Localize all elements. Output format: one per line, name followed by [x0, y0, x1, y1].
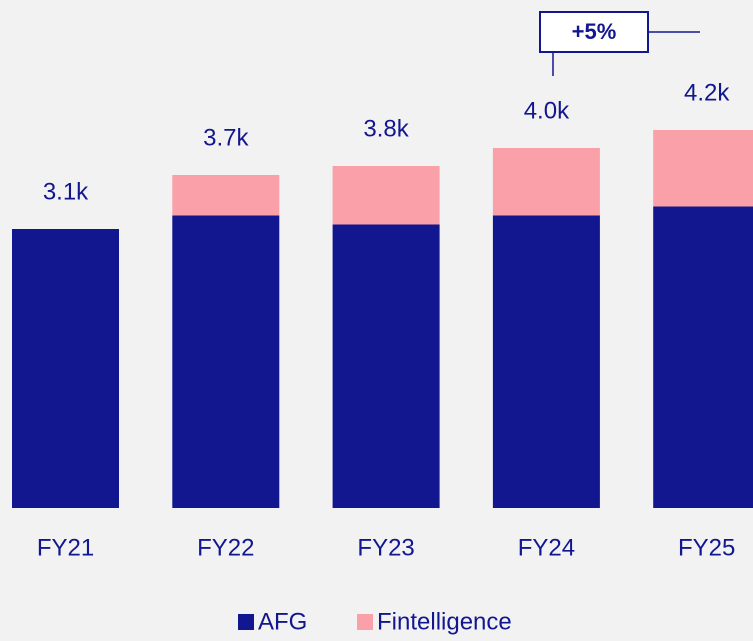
total-label: 3.8k	[363, 115, 409, 142]
x-tick-label: FY23	[357, 534, 414, 561]
bar-segment	[172, 215, 280, 508]
bar-segment	[492, 148, 600, 216]
total-label: 4.0k	[524, 97, 570, 124]
total-label: 3.7k	[203, 124, 249, 151]
annotation: +5%	[572, 19, 617, 44]
x-tick-label: FY22	[197, 534, 254, 561]
legend-swatch	[238, 614, 254, 630]
legend-swatch	[357, 614, 373, 630]
legend-label: AFG	[258, 608, 307, 635]
bar-segment	[492, 215, 600, 508]
annotation-box	[539, 11, 649, 53]
x-tick-label: FY21	[37, 534, 94, 561]
bar-segment	[332, 166, 440, 225]
bar-segment	[653, 206, 753, 508]
bar-segment	[332, 224, 440, 508]
bar-segment	[12, 229, 119, 508]
total-label: 3.1k	[43, 178, 89, 205]
x-tick-label: FY24	[518, 534, 575, 561]
bar-segment	[172, 175, 280, 216]
x-tick-label: FY25	[678, 534, 735, 561]
bar-segment	[653, 130, 753, 207]
legend-label: Fintelligence	[377, 608, 512, 635]
total-label: 4.2k	[684, 79, 730, 106]
